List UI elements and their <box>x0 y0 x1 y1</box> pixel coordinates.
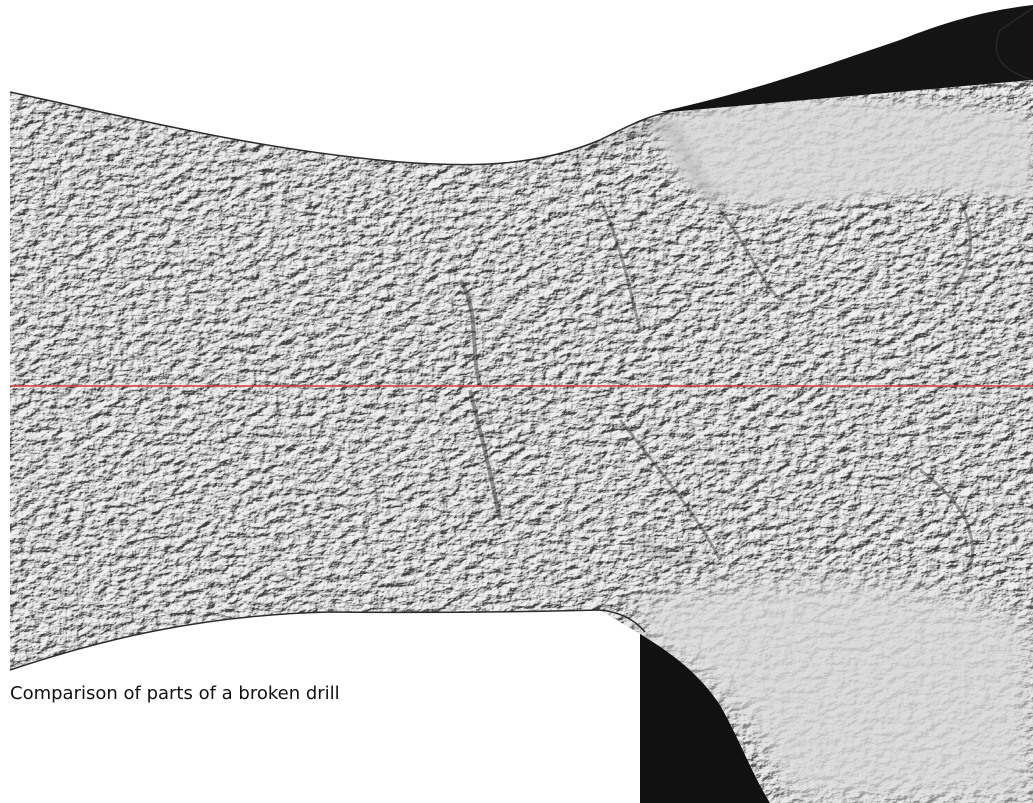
lower-shadow <box>640 630 770 803</box>
lower-ridge <box>640 581 1033 803</box>
upper-outline <box>9 91 671 166</box>
lower-outline <box>9 609 646 671</box>
upper-fracture-surface <box>9 5 1033 386</box>
image-caption: Comparison of parts of a broken drill <box>10 683 340 704</box>
lower-fracture-surface <box>9 386 1033 803</box>
upper-ridge <box>650 98 1033 207</box>
upper-shadow <box>660 5 1033 112</box>
